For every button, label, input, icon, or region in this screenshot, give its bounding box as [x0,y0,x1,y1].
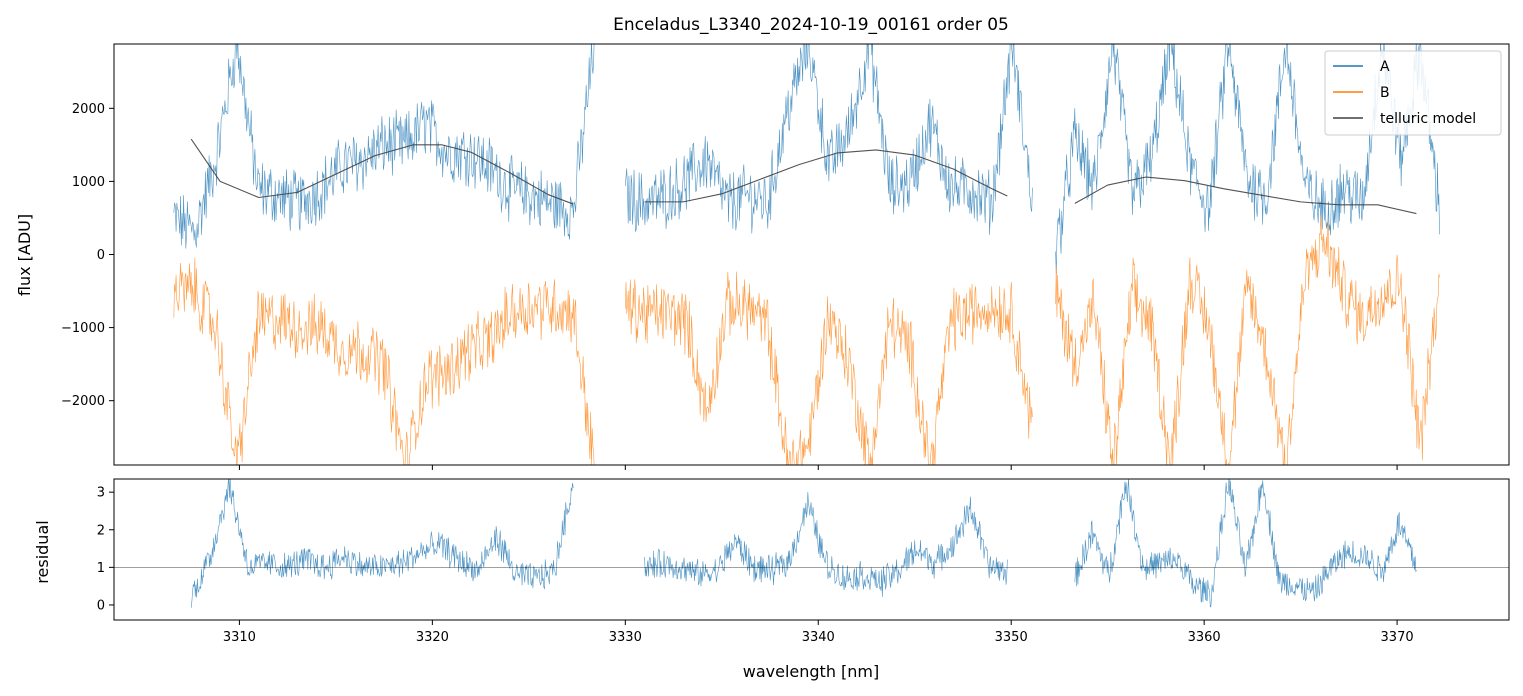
y-axis-label-residual: residual [33,520,52,583]
residual-segment-1 [190,479,574,608]
x-tick-label: 3350 [995,630,1028,645]
legend-label-telluric: telluric model [1380,111,1476,127]
series-telluric-model-segment-2 [644,149,1008,203]
series-b-segment-1 [173,257,595,465]
y-axis-label-flux: flux [ADU] [15,214,34,296]
legend-box [1324,50,1502,136]
x-tick-label: 3370 [1381,630,1414,645]
series-telluric-model-segment-3 [1074,176,1417,215]
residual-panel-frame [113,478,1510,621]
y-tick-label-residual: 2 [97,523,105,538]
x-tick-label: 3310 [223,630,256,645]
y-tick-label-flux: 0 [97,248,105,263]
flux-panel-frame [113,43,1510,466]
residual-segment-2 [644,492,1008,597]
y-tick-label-residual: 3 [97,486,105,501]
series-b-segment-2 [625,271,1033,465]
legend-label-b: B [1380,85,1390,101]
series-a-segment-2 [625,44,1033,235]
y-tick-label-flux: 1000 [72,175,105,190]
y-tick-label-flux: 2000 [72,102,105,117]
y-tick-label-residual: 0 [97,598,105,613]
x-axis-label: wavelength [nm] [743,662,880,681]
series-telluric-model-segment-1 [190,138,574,205]
x-tick-label: 3330 [609,630,642,645]
series-b-segment-3 [1055,215,1440,465]
x-tick-label: 3360 [1188,630,1221,645]
legend-label-a: A [1380,59,1390,75]
y-tick-label-residual: 1 [97,561,105,576]
x-tick-label: 3340 [802,630,835,645]
y-tick-label-flux: −2000 [61,394,105,409]
y-tick-label-flux: −1000 [61,321,105,336]
flux-panel-axes: −2000 −1000 0 1000 2000 [61,102,1398,470]
series-a-segment-1 [173,44,595,249]
legend: A B telluric model [1324,50,1502,136]
residual-panel [114,479,1509,608]
chart-title: Enceladus_L3340_2024-10-19_00161 order 0… [613,15,1009,35]
residual-segment-3 [1074,479,1417,608]
flux-panel [173,44,1440,465]
x-tick-label: 3320 [416,630,449,645]
residual-panel-axes: 0 1 2 3 3310 3320 3330 3340 3350 3360 3370 [97,486,1414,645]
